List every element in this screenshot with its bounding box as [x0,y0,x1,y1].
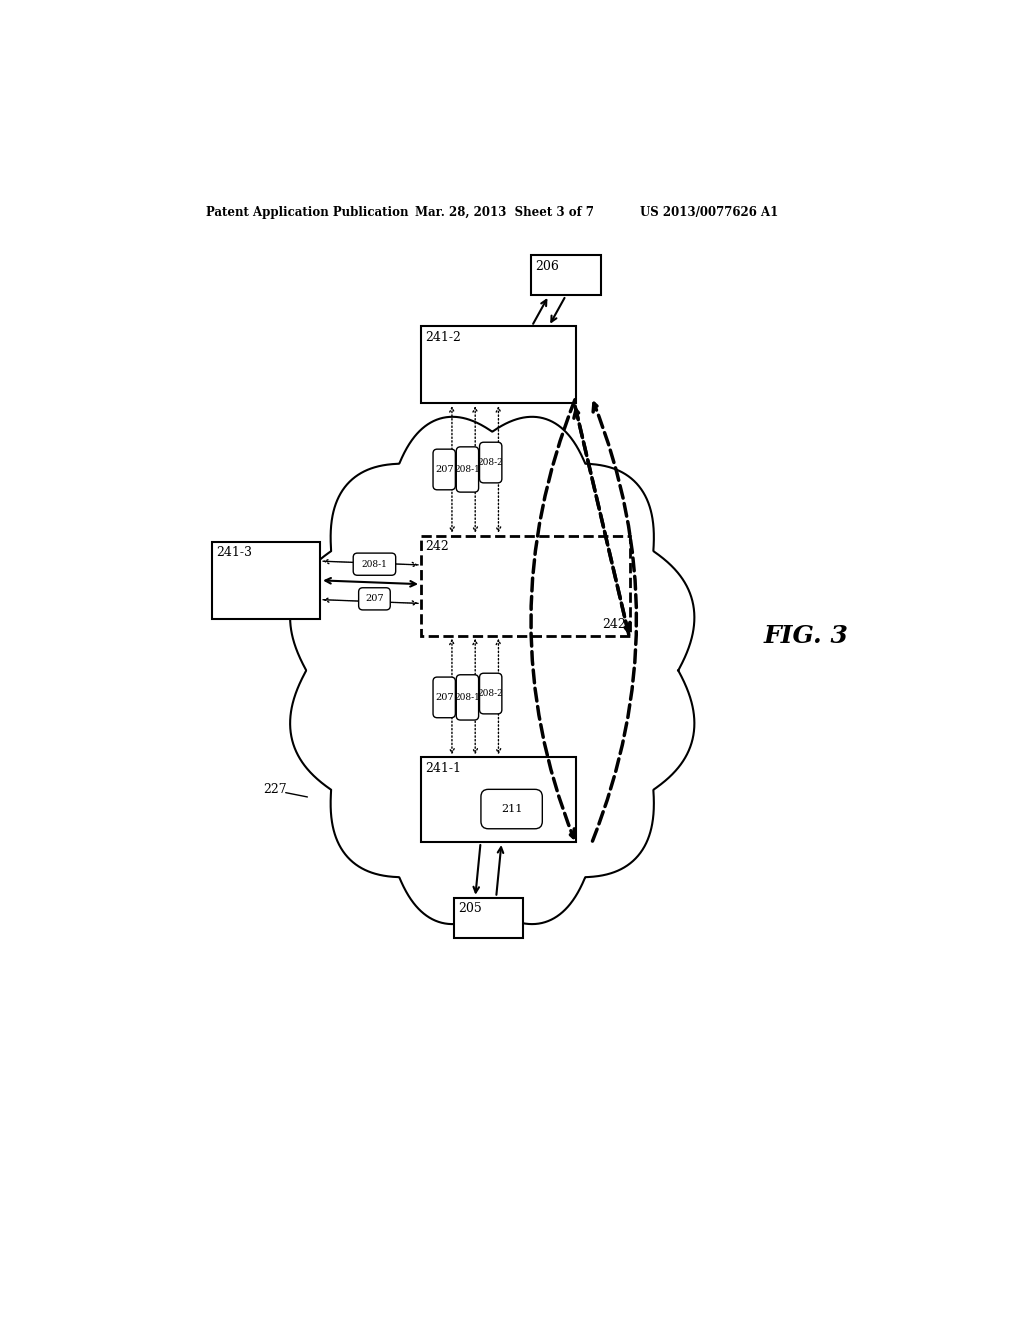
Text: 242: 242 [602,618,626,631]
Text: FIG. 3: FIG. 3 [764,624,848,648]
Text: 227: 227 [263,783,288,796]
Bar [421,326,575,404]
Text: 205: 205 [458,903,482,915]
FancyBboxPatch shape [433,677,456,718]
Polygon shape [290,417,694,924]
Bar [531,256,601,296]
Bar [212,543,321,619]
Text: 241-2: 241-2 [426,331,462,345]
Text: Mar. 28, 2013  Sheet 3 of 7: Mar. 28, 2013 Sheet 3 of 7 [415,206,594,219]
Text: 241-3: 241-3 [216,546,252,560]
FancyBboxPatch shape [481,789,543,829]
FancyBboxPatch shape [353,553,395,576]
FancyBboxPatch shape [479,442,502,483]
Text: 208-1: 208-1 [455,693,480,702]
Text: 242: 242 [426,540,450,553]
FancyBboxPatch shape [433,449,456,490]
Text: 206: 206 [536,260,559,273]
Bar [454,898,523,937]
FancyBboxPatch shape [479,673,502,714]
FancyBboxPatch shape [358,587,390,610]
Text: 208-1: 208-1 [455,465,480,474]
Text: 208-2: 208-2 [478,689,504,698]
FancyBboxPatch shape [457,447,478,492]
Text: Patent Application Publication: Patent Application Publication [206,206,408,219]
Text: 208-1: 208-1 [361,560,387,569]
Text: 208-2: 208-2 [478,458,504,467]
Text: 207: 207 [435,693,454,702]
Bar [421,536,630,636]
FancyBboxPatch shape [457,675,478,719]
Bar [421,758,575,842]
Text: 241-1: 241-1 [426,762,462,775]
Text: US 2013/0077626 A1: US 2013/0077626 A1 [640,206,778,219]
Text: 207: 207 [435,465,454,474]
Text: 211: 211 [501,804,522,814]
Text: 207: 207 [366,594,384,603]
